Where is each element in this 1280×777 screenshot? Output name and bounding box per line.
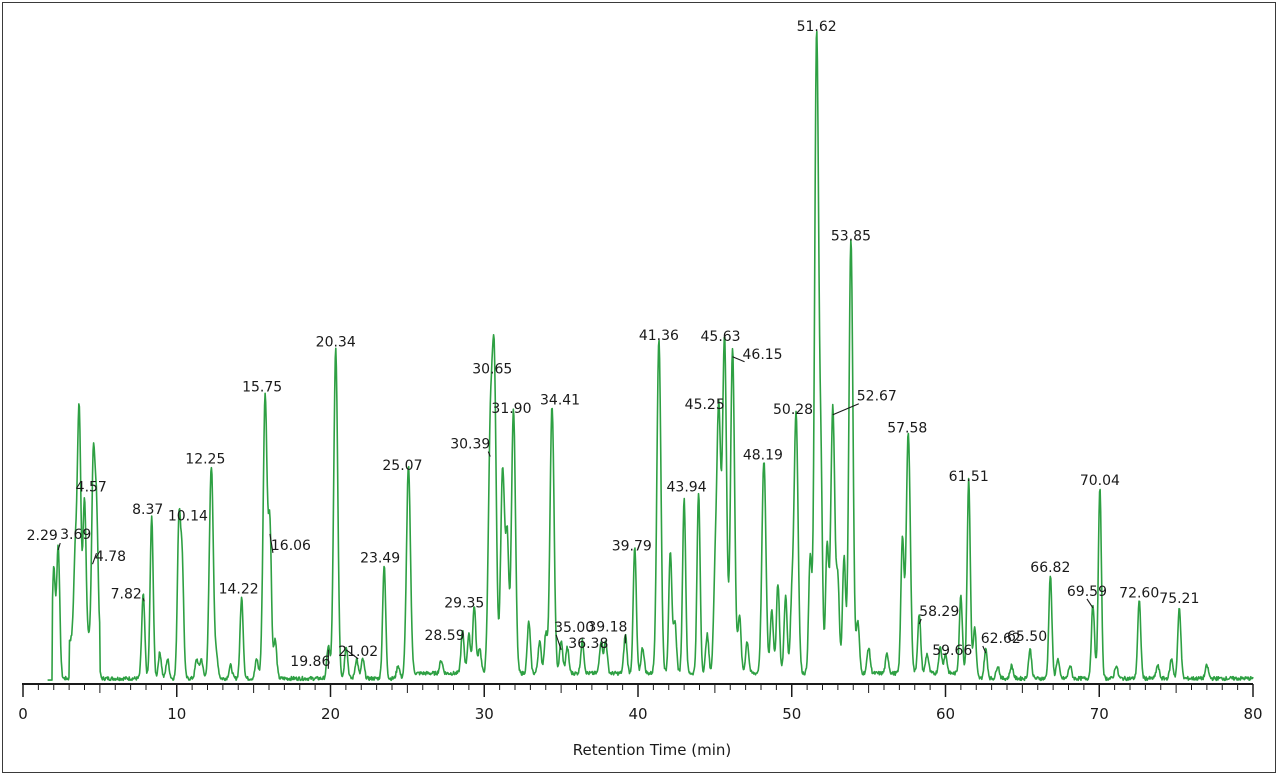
peak-label: 52.67	[857, 389, 897, 405]
peak-label: 7.82	[111, 586, 142, 602]
peak-leader-line	[982, 645, 987, 654]
x-axis-title: Retention Time (min)	[573, 741, 732, 759]
x-axis-ticks: 0 10 20 30 40 50 60 70 80	[18, 684, 1263, 723]
peak-label: 35.00	[554, 620, 594, 636]
peak-label: 39.18	[587, 619, 627, 635]
peak-label: 21.02	[338, 644, 378, 660]
x-tick-label: 60	[936, 705, 955, 723]
peak-leader-line	[269, 533, 274, 553]
peak-leader-line	[732, 356, 745, 363]
peak-label: 29.35	[444, 595, 484, 611]
peak-label: 8.37	[132, 502, 163, 518]
peak-label: 72.60	[1119, 586, 1159, 602]
peak-label: 16.06	[271, 538, 311, 554]
peak-label: 20.34	[316, 335, 356, 351]
peak-label: 48.19	[743, 447, 783, 463]
peak-leader-line	[142, 598, 145, 602]
peak-label: 70.04	[1080, 473, 1120, 489]
peak-label: 43.94	[667, 480, 707, 496]
peak-label: 50.28	[773, 402, 813, 418]
peak-leader-line	[91, 553, 98, 565]
peak-label: 51.62	[797, 19, 837, 35]
peak-label: 53.85	[831, 228, 871, 244]
x-tick-label: 80	[1243, 705, 1262, 723]
peak-label: 57.58	[887, 421, 927, 437]
peak-label: 4.57	[76, 480, 107, 496]
peak-label: 61.51	[949, 469, 989, 485]
x-tick-label: 10	[167, 705, 186, 723]
peak-label: 30.65	[472, 362, 512, 378]
x-tick-label: 30	[475, 705, 494, 723]
peak-label: 10.14	[168, 508, 208, 524]
peak-label: 36.38	[568, 636, 608, 652]
peak-label: 25.07	[382, 458, 422, 474]
peak-label: 23.49	[360, 550, 400, 566]
peak-label: 15.75	[242, 380, 282, 396]
peak-label: 66.82	[1030, 560, 1070, 576]
peak-leader-line	[345, 649, 359, 660]
peak-label: 31.90	[491, 401, 531, 417]
peak-label: 65.50	[1007, 629, 1047, 645]
peak-labels: 2.29 3.69 4.57 4.78 7.82 8.37 10.14 12.25 14.22 1…	[27, 19, 1200, 670]
peak-label: 28.59	[425, 628, 465, 644]
peak-label: 46.15	[743, 347, 783, 363]
peak-label: 34.41	[540, 393, 580, 409]
peak-label: 59.66	[932, 643, 972, 659]
peak-label: 41.36	[639, 328, 679, 344]
x-tick-label: 70	[1090, 705, 1109, 723]
peak-label: 30.39	[450, 437, 490, 453]
chromatogram-trace	[47, 30, 1254, 682]
peak-label: 4.78	[95, 549, 126, 565]
peak-label: 75.21	[1159, 591, 1199, 607]
peak-label: 45.63	[701, 329, 741, 345]
peak-leader-line	[918, 618, 922, 625]
peak-leader-line	[487, 451, 491, 457]
x-tick-label: 40	[628, 705, 647, 723]
x-tick-label: 0	[18, 705, 28, 723]
peak-label: 12.25	[185, 451, 225, 467]
peak-label: 45.25	[685, 397, 725, 413]
peak-label: 58.29	[919, 604, 959, 620]
peak-leader-line	[1086, 598, 1094, 609]
peak-label: 62.62	[981, 631, 1021, 647]
peak-label: 2.29	[27, 528, 58, 544]
peak-label: 39.79	[612, 538, 652, 554]
peak-label: 3.69	[60, 527, 91, 543]
peak-label: 69.59	[1067, 584, 1107, 600]
peak-label: 14.22	[219, 582, 259, 598]
peak-label: 19.86	[290, 654, 330, 670]
peak-leader-line	[832, 403, 860, 416]
peak-leader-line	[555, 634, 562, 650]
peak-leader-line	[57, 542, 61, 551]
x-tick-label: 50	[782, 705, 801, 723]
x-tick-label: 20	[321, 705, 340, 723]
